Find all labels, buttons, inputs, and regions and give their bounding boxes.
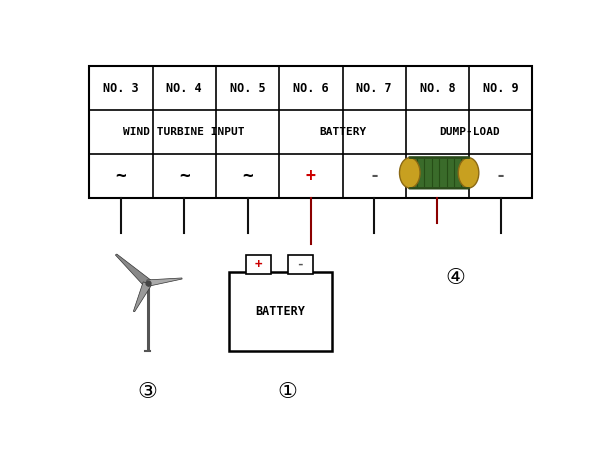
Text: BATTERY: BATTERY [319, 127, 366, 137]
Text: ④: ④ [445, 268, 465, 288]
Text: ①: ① [278, 382, 297, 401]
Text: -: - [496, 167, 506, 185]
Text: -: - [369, 167, 379, 185]
Text: +: + [255, 258, 262, 271]
Text: NO. 4: NO. 4 [166, 82, 202, 95]
Text: ~: ~ [242, 167, 253, 185]
FancyBboxPatch shape [409, 157, 470, 188]
Text: ~: ~ [116, 167, 126, 185]
Text: +: + [306, 167, 316, 185]
Text: NO. 9: NO. 9 [483, 82, 518, 95]
Text: NO. 5: NO. 5 [230, 82, 265, 95]
Polygon shape [147, 278, 182, 286]
Bar [89, 66, 533, 198]
Bar [288, 255, 313, 274]
Bar [246, 255, 272, 274]
Text: DUMP-LOAD: DUMP-LOAD [439, 127, 500, 137]
Text: NO. 6: NO. 6 [293, 82, 329, 95]
Ellipse shape [458, 158, 479, 188]
Bar [229, 273, 332, 351]
Text: BATTERY: BATTERY [256, 305, 305, 318]
Text: NO. 3: NO. 3 [103, 82, 138, 95]
Text: NO. 7: NO. 7 [356, 82, 392, 95]
Text: WIND TURBINE INPUT: WIND TURBINE INPUT [123, 127, 245, 137]
Ellipse shape [400, 158, 420, 188]
Polygon shape [134, 282, 152, 312]
Text: ③: ③ [138, 382, 158, 401]
Text: -: - [297, 258, 304, 271]
Text: ~: ~ [179, 167, 190, 185]
Polygon shape [116, 254, 152, 286]
Text: +: + [432, 167, 442, 185]
Text: NO. 8: NO. 8 [420, 82, 455, 95]
